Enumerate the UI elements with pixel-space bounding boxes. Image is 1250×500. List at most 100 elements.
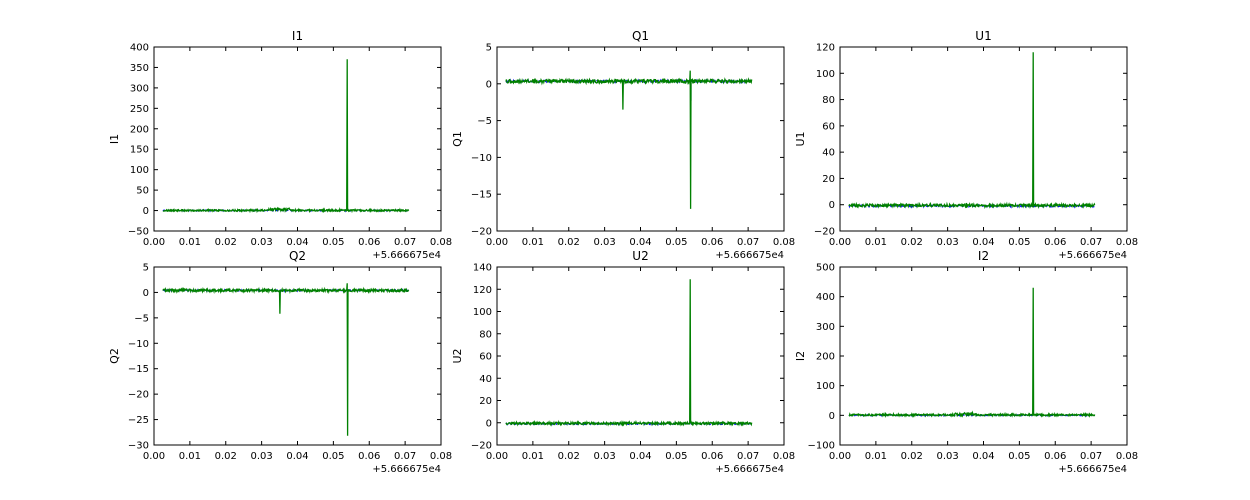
x-offset-label: +5.666675e4: [372, 464, 441, 475]
x-tick-label: 0.08: [430, 451, 452, 462]
y-tick-label: −30: [128, 441, 149, 452]
x-tick-label: 0.01: [179, 451, 201, 462]
y-tick-label: 120: [473, 285, 492, 296]
y-tick-label: −50: [128, 227, 149, 238]
y-tick-label: 80: [822, 95, 835, 106]
x-tick-label: 0.07: [394, 451, 416, 462]
y-tick-label: 80: [479, 329, 492, 340]
x-tick-label: 0.04: [286, 237, 308, 248]
subplot-q2: 0.00 0.01 0.02 0.03 0.04 0.05 0.06 0.07 0.08 −30 −…: [108, 249, 452, 475]
y-tick-label: 0: [829, 200, 835, 211]
x-tick-label: 0.06: [1044, 237, 1066, 248]
y-tick-label: 400: [130, 43, 149, 54]
series-green-solid: [162, 59, 410, 214]
y-tick-label: 0: [143, 206, 149, 217]
x-tick-label: 0.04: [972, 451, 994, 462]
y-tick-label: −20: [471, 227, 492, 238]
x-tick-label: 0.03: [250, 237, 272, 248]
subplot-title: U1: [975, 29, 991, 43]
x-tick-label: 0.08: [1116, 451, 1138, 462]
x-tick-label: 0.04: [629, 451, 651, 462]
y-tick-label: 100: [816, 69, 835, 80]
y-tick-label: 0: [486, 79, 492, 90]
y-tick-label: 200: [130, 124, 149, 135]
axes-frame: [496, 46, 785, 232]
series-green-solid: [848, 287, 1096, 419]
series-green-solid: [848, 52, 1096, 210]
y-tick-label: −15: [471, 190, 492, 201]
y-tick-label: 300: [816, 322, 835, 333]
x-tick-label: 0.00: [486, 237, 508, 248]
axes-frame: [153, 266, 442, 446]
subplot-title: Q2: [289, 249, 306, 263]
y-axis-label: U1: [794, 131, 807, 146]
x-tick-label: 0.03: [936, 451, 958, 462]
x-tick-label: 0.02: [558, 237, 580, 248]
x-tick-label: 0.07: [394, 237, 416, 248]
x-tick-label: 0.02: [901, 237, 923, 248]
y-tick-label: −10: [471, 153, 492, 164]
series-green-solid: [162, 283, 410, 436]
y-tick-label: 250: [130, 104, 149, 115]
y-tick-label: −100: [808, 441, 835, 452]
x-offset-label: +5.666675e4: [715, 250, 784, 261]
x-tick-label: 0.01: [522, 451, 544, 462]
subplot-q1: 0.00 0.01 0.02 0.03 0.04 0.05 0.06 0.07 0.08 −20 −…: [451, 29, 795, 261]
x-tick-label: 0.05: [1008, 451, 1030, 462]
x-tick-label: 0.02: [558, 451, 580, 462]
subplot-title: I2: [978, 249, 989, 263]
x-tick-label: 0.01: [179, 237, 201, 248]
x-tick-label: 0.05: [665, 237, 687, 248]
x-tick-label: 0.08: [1116, 237, 1138, 248]
x-offset-label: +5.666675e4: [715, 464, 784, 475]
y-axis-label: I1: [108, 134, 121, 144]
y-tick-label: −20: [128, 390, 149, 401]
x-tick-label: 0.07: [737, 237, 759, 248]
y-axis-label: I2: [794, 351, 807, 361]
y-tick-label: 40: [479, 374, 492, 385]
subplot-i1: 0.00 0.01 0.02 0.03 0.04 0.05 0.06 0.07 0.08 −50 0…: [108, 29, 452, 261]
axes-frame: [839, 266, 1128, 446]
y-tick-label: −10: [128, 339, 149, 350]
x-tick-label: 0.07: [1080, 451, 1102, 462]
x-tick-label: 0.03: [593, 451, 615, 462]
subplot-title: I1: [292, 29, 303, 43]
y-tick-label: −15: [128, 364, 149, 375]
x-offset-label: +5.666675e4: [372, 250, 441, 261]
y-tick-label: 100: [130, 165, 149, 176]
y-tick-label: 150: [130, 145, 149, 156]
x-tick-label: 0.06: [701, 451, 723, 462]
x-tick-label: 0.06: [1044, 451, 1066, 462]
subplot-title: U2: [632, 249, 648, 263]
y-tick-label: 5: [143, 263, 149, 274]
y-tick-label: 60: [822, 121, 835, 132]
y-tick-label: 500: [816, 263, 835, 274]
x-tick-label: 0.04: [629, 237, 651, 248]
y-tick-label: 200: [816, 352, 835, 363]
y-tick-label: 100: [816, 381, 835, 392]
x-tick-label: 0.05: [322, 451, 344, 462]
subplot-title: Q1: [632, 29, 649, 43]
y-tick-label: 140: [473, 263, 492, 274]
y-tick-label: 60: [479, 352, 492, 363]
y-tick-label: 100: [473, 307, 492, 318]
x-tick-label: 0.06: [358, 451, 380, 462]
x-tick-label: 0.03: [250, 451, 272, 462]
y-axis-label: Q2: [108, 348, 121, 364]
x-tick-label: 0.08: [430, 237, 452, 248]
x-tick-label: 0.02: [215, 451, 237, 462]
x-offset-label: +5.666675e4: [1058, 250, 1127, 261]
axes-frame: [153, 46, 442, 232]
subplot-u1: 0.00 0.01 0.02 0.03 0.04 0.05 0.06 0.07 0.08 −20 0…: [794, 29, 1138, 261]
x-tick-label: 0.02: [215, 237, 237, 248]
subplot-u2: 0.00 0.01 0.02 0.03 0.04 0.05 0.06 0.07 0.08 −20 0…: [451, 249, 795, 475]
y-tick-label: 50: [136, 186, 149, 197]
x-tick-label: 0.03: [936, 237, 958, 248]
x-offset-label: +5.666675e4: [1058, 464, 1127, 475]
y-tick-label: 350: [130, 63, 149, 74]
x-tick-label: 0.03: [593, 237, 615, 248]
y-tick-label: −5: [477, 116, 492, 127]
x-tick-label: 0.04: [972, 237, 994, 248]
x-tick-label: 0.05: [1008, 237, 1030, 248]
x-tick-label: 0.04: [286, 451, 308, 462]
